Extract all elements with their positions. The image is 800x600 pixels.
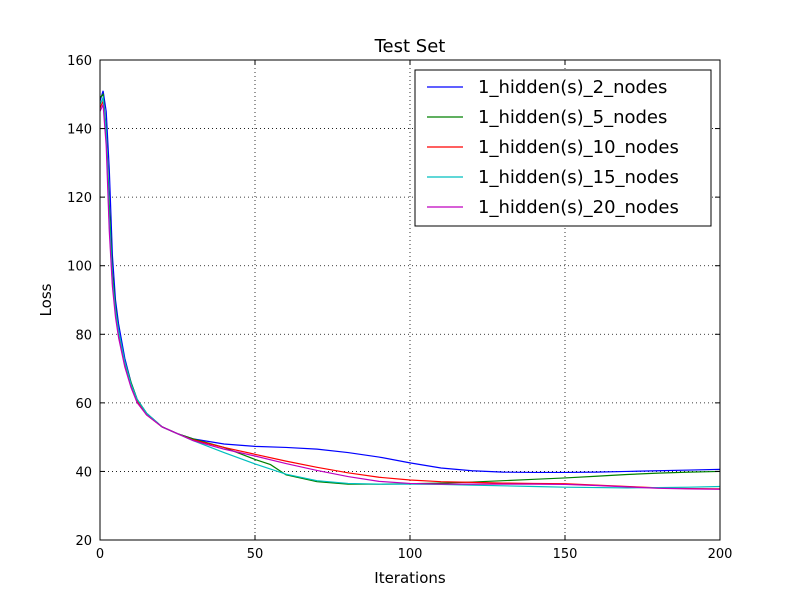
y-tick-label: 20 [75,534,92,549]
y-tick-label: 60 [75,397,92,412]
x-tick-label: 50 [247,547,264,562]
legend-label: 1_hidden(s)_2_nodes [478,77,667,98]
y-tick-label: 100 [67,260,92,275]
y-tick-label: 40 [75,465,92,480]
axis-ticks: 0 50 100 150 200 20 40 60 80 100 120 140 160 [67,54,732,562]
y-tick-label: 160 [67,54,92,69]
y-tick-label: 120 [67,191,92,206]
x-tick-label: 100 [398,547,423,562]
y-axis-label: Loss [37,283,55,316]
legend-box [414,69,712,227]
x-tick-label: 0 [96,547,104,562]
legend-label: 1_hidden(s)_20_nodes [478,197,679,218]
series-line-4 [99,95,721,489]
legend-label: 1_hidden(s)_5_nodes [478,107,667,128]
series-line-1 [99,90,721,474]
plot-lines [99,90,721,490]
x-axis-label: Iterations [374,569,446,587]
chart-title: Test Set [374,36,446,57]
legend-label: 1_hidden(s)_15_nodes [478,167,679,188]
series-line-5 [99,104,721,490]
x-tick-label: 150 [553,547,578,562]
legend: 1_hidden(s)_2_nodes 1_hidden(s)_5_nodes 1_… [414,69,712,227]
y-tick-label: 80 [75,328,92,343]
legend-label: 1_hidden(s)_10_nodes [478,137,679,158]
x-tick-label: 200 [708,547,733,562]
y-tick-label: 140 [67,123,92,138]
